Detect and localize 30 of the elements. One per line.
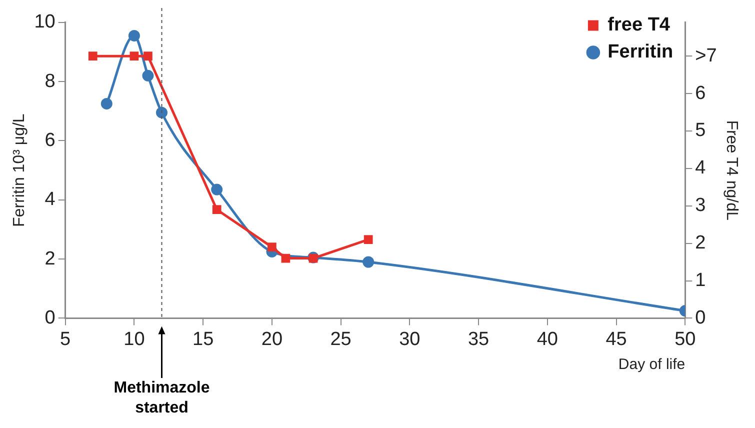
y-tick-label: 6 [44, 130, 56, 151]
y-tick-label: 4 [44, 189, 56, 210]
x-tick-label: 35 [468, 328, 490, 350]
x-tick-label: 20 [261, 328, 283, 350]
x-tick-label: 30 [399, 328, 420, 350]
y-tick-label: 2 [44, 248, 56, 270]
y2-tick-label: 1 [695, 270, 706, 291]
legend-label: free T4 [608, 14, 670, 36]
y-tick-label: 0 [44, 307, 56, 328]
y2-axis-title: Free T4 ng/dL [722, 120, 740, 221]
y-tick-label: 10 [34, 12, 56, 33]
y2-tick-label: >7 [695, 45, 717, 66]
x-tick-label: 15 [192, 328, 214, 350]
x-tick-label: 40 [536, 328, 558, 350]
x-tick-label: 5 [60, 328, 71, 350]
y2-tick-label: 2 [695, 232, 706, 254]
x-tick-label: 45 [606, 328, 627, 350]
y-tick-label: 8 [44, 70, 56, 92]
y2-tick-label: 4 [695, 158, 706, 179]
y-axis-title: Ferritin 10³ μg/L [11, 114, 28, 227]
legend-label: Ferritin [608, 42, 674, 63]
y2-tick-label: 6 [695, 82, 706, 104]
x-tick-label: 10 [124, 328, 145, 350]
y2-tick-label: 0 [695, 307, 706, 328]
x-axis-title: Day of life [618, 356, 686, 374]
y2-tick-label: 5 [695, 120, 706, 142]
x-tick-label: 50 [674, 328, 696, 350]
y2-tick-label: 3 [695, 195, 706, 216]
x-tick-label: 25 [330, 328, 352, 350]
text: Methimazole started [114, 379, 210, 416]
